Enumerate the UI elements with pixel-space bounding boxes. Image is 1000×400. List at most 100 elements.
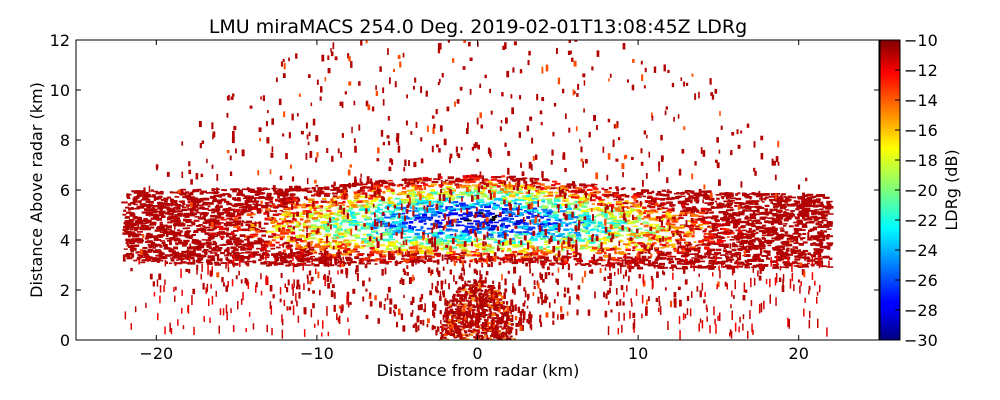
ldr-cell-cloud bbox=[393, 247, 398, 250]
ldr-cell-cloud bbox=[710, 257, 716, 260]
ldr-cell-cloud bbox=[130, 202, 136, 205]
ldr-cell-cloud bbox=[783, 203, 789, 206]
ldr-cell-cloud bbox=[314, 211, 321, 215]
ldr-cell-cloud bbox=[654, 249, 659, 252]
ldr-cell-cloud bbox=[512, 244, 520, 248]
ldr-cell-cloud bbox=[745, 196, 753, 199]
ldr-cell-cloud bbox=[671, 216, 676, 220]
ldr-cell-cloud bbox=[618, 216, 622, 219]
ldr-cell-cloud bbox=[721, 203, 725, 207]
ldr-cell-cloud bbox=[129, 228, 134, 231]
ldr-cell-cloud bbox=[657, 265, 664, 269]
ldr-cell-cloud bbox=[708, 252, 712, 255]
ldr-cell-cloud bbox=[667, 208, 673, 211]
ldr-cell-cloud bbox=[779, 227, 784, 229]
ldr-cell-cloud bbox=[145, 193, 148, 196]
ldr-cell-cloud bbox=[251, 213, 256, 216]
ldr-cell-cloud bbox=[399, 228, 404, 231]
ldr-cell-cloud bbox=[291, 189, 299, 192]
ldr-cell-cloud bbox=[566, 234, 574, 238]
ldr-cell-cloud bbox=[714, 200, 718, 203]
ldr-cell-cloud bbox=[748, 223, 753, 226]
ldr-cell-cloud bbox=[594, 225, 600, 228]
ldr-cell-cloud bbox=[351, 221, 358, 223]
ldr-cell-cloud bbox=[374, 214, 378, 218]
ldr-cell-cloud bbox=[461, 218, 469, 220]
ldr-cell-cloud bbox=[280, 213, 287, 217]
ldr-cell-cloud bbox=[730, 199, 735, 202]
ldr-cell-cloud bbox=[802, 249, 809, 253]
ldr-cell-cloud bbox=[189, 250, 193, 253]
ldr-cell-cloud bbox=[701, 218, 706, 221]
ldr-cell-cloud bbox=[523, 226, 528, 229]
ldr-cell-cloud bbox=[219, 216, 225, 219]
ldr-cell-cloud bbox=[519, 222, 527, 224]
ldr-cell-cloud bbox=[313, 200, 319, 204]
ldr-cell-cloud bbox=[567, 218, 574, 220]
ldr-cell-cloud bbox=[392, 230, 397, 233]
ldr-cell-cloud bbox=[137, 253, 141, 256]
ldr-cell-cloud bbox=[287, 225, 293, 229]
ldr-cell-cloud bbox=[408, 221, 414, 224]
ldr-cell-cloud bbox=[127, 245, 132, 248]
ldr-cell-cloud bbox=[726, 266, 733, 270]
ldr-cell-cloud bbox=[130, 213, 136, 216]
ldr-cell-cloud bbox=[785, 197, 789, 199]
ldr-cell-cloud bbox=[159, 231, 164, 234]
ldr-cell-cloud bbox=[371, 189, 376, 193]
ldr-cell-cloud bbox=[761, 218, 765, 220]
ldr-cell-cloud bbox=[217, 222, 224, 224]
ldr-cell-cloud bbox=[507, 208, 510, 211]
ldr-cell-cloud bbox=[610, 216, 617, 218]
ldr-cell-cloud bbox=[728, 194, 734, 197]
ldr-cell-cloud bbox=[444, 214, 449, 217]
ldr-cell-cloud bbox=[660, 228, 666, 232]
ldr-cell-cloud bbox=[437, 226, 444, 228]
ldr-cell-cloud bbox=[536, 182, 541, 185]
ldr-cell-cloud bbox=[819, 248, 824, 252]
ldr-cell-cloud bbox=[247, 258, 250, 261]
ldr-cell-cloud bbox=[525, 211, 532, 214]
ldr-cell-cloud bbox=[721, 260, 728, 263]
ldr-cell-cloud bbox=[179, 205, 185, 207]
ldr-cell-cloud bbox=[477, 198, 485, 202]
ldr-cell-cloud bbox=[798, 205, 803, 207]
ldr-cell-cloud bbox=[666, 201, 673, 204]
ldr-cell-cloud bbox=[358, 208, 364, 211]
ldr-cell-cloud bbox=[739, 226, 745, 229]
ldr-cell-cloud bbox=[786, 237, 792, 241]
ldr-cell-cloud bbox=[750, 232, 756, 235]
ldr-cell-cloud bbox=[531, 197, 539, 200]
ldr-cell-cloud bbox=[766, 257, 771, 260]
ldr-cell-cloud bbox=[632, 247, 636, 249]
ldr-cell-cloud bbox=[480, 192, 484, 195]
ldr-cell-cloud bbox=[572, 194, 579, 197]
ldr-cell-cloud bbox=[220, 218, 227, 221]
ldr-cell-cloud bbox=[806, 204, 810, 207]
ldr-cell-cloud bbox=[808, 237, 812, 240]
ldr-cell-cloud bbox=[734, 204, 738, 207]
ldr-cell-cloud bbox=[436, 202, 443, 205]
ldr-cell-cloud bbox=[545, 249, 551, 252]
ldr-cell-cloud bbox=[186, 249, 190, 253]
ldr-cell-cloud bbox=[296, 258, 300, 261]
ldr-cell-cloud bbox=[169, 262, 173, 265]
ldr-cell-cloud bbox=[654, 258, 659, 262]
ldr-cell-cloud bbox=[712, 262, 718, 265]
ldr-cell-cloud bbox=[466, 174, 472, 178]
ldr-cell-cloud bbox=[822, 206, 829, 209]
ldr-cell-cloud bbox=[788, 215, 795, 217]
ldr-cell-cloud bbox=[707, 240, 714, 243]
ldr-cell-cloud bbox=[478, 209, 484, 212]
ldr-cell-cloud bbox=[175, 196, 180, 198]
ldr-cell-cloud bbox=[708, 198, 714, 201]
ldr-cell-cloud bbox=[707, 255, 711, 259]
ldr-cell-cloud bbox=[469, 203, 473, 206]
ldr-cell-cloud bbox=[772, 214, 778, 217]
ldr-cell-cloud bbox=[420, 226, 424, 230]
ldr-cell-cloud bbox=[306, 216, 310, 219]
ldr-cell-cloud bbox=[478, 183, 482, 186]
ldr-cell-cloud bbox=[229, 236, 232, 239]
ldr-cell-cloud bbox=[498, 190, 503, 193]
ldr-cell-cloud bbox=[455, 186, 461, 189]
